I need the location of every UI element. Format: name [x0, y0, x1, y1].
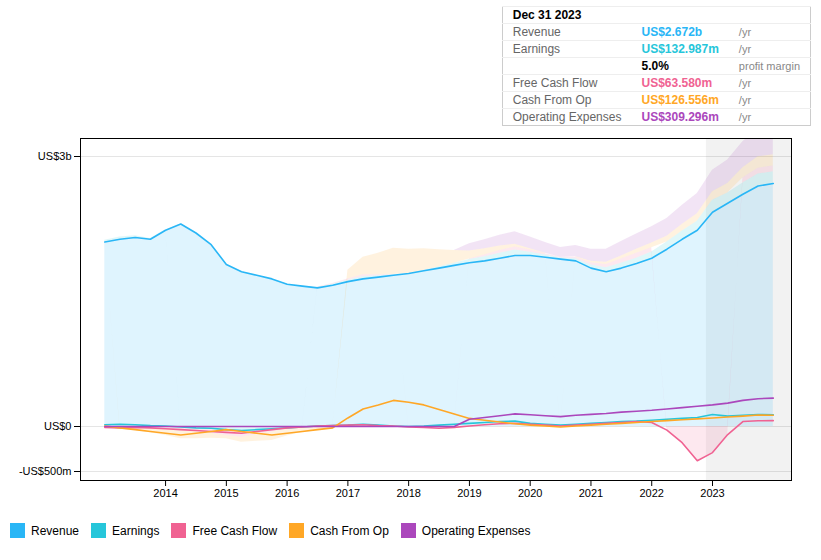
html-text:/yr: /yr — [738, 43, 752, 55]
html-text:Cash From Op: Cash From Op — [310, 523, 389, 538]
html-text:Dec 31 2023: Dec 31 2023 — [512, 8, 582, 22]
html-text:5.0%: 5.0% — [641, 59, 669, 73]
svg-text:2018: 2018 — [396, 487, 420, 499]
svg-text:2017: 2017 — [336, 487, 360, 499]
svg-text:2015: 2015 — [214, 487, 238, 499]
html-text:US$63.580m: US$63.580m — [641, 76, 713, 90]
svg-text:2021: 2021 — [579, 487, 603, 499]
html-text:Free Cash Flow: Free Cash Flow — [512, 76, 598, 90]
svg-text:2023: 2023 — [700, 487, 724, 499]
html-text:/yr: /yr — [738, 94, 752, 106]
html-text:Earnings: Earnings — [512, 42, 561, 56]
html-text:US$132.987m: US$132.987m — [641, 42, 719, 56]
svg-text:2022: 2022 — [639, 487, 663, 499]
html-text:/yr: /yr — [738, 26, 752, 38]
svg-text:2019: 2019 — [457, 487, 481, 499]
svg-text:US$0: US$0 — [44, 420, 72, 432]
html-text:US$2.672b: US$2.672b — [641, 25, 703, 39]
html-text:Revenue: Revenue — [31, 523, 79, 538]
svg-text:2014: 2014 — [153, 487, 177, 499]
html-text:Cash From Op: Cash From Op — [512, 93, 592, 107]
html-text:/yr: /yr — [738, 111, 752, 123]
svg-text:US$3b: US$3b — [38, 150, 72, 162]
html-text:Revenue: Revenue — [512, 25, 561, 39]
html-text:Free Cash Flow: Free Cash Flow — [192, 523, 278, 538]
html-text:Earnings: Earnings — [112, 523, 160, 538]
svg-text:2016: 2016 — [275, 487, 299, 499]
html-text:US$309.296m: US$309.296m — [641, 110, 719, 124]
html-text:US$126.556m: US$126.556m — [641, 93, 719, 107]
html-text:Operating Expenses: Operating Expenses — [512, 110, 622, 124]
html-text:Operating Expenses: Operating Expenses — [421, 523, 531, 538]
svg-text:-US$500m: -US$500m — [19, 465, 72, 477]
svg-text:2020: 2020 — [518, 487, 542, 499]
html-text:/yr: /yr — [738, 77, 752, 89]
html-text:profit margin: profit margin — [738, 60, 800, 72]
